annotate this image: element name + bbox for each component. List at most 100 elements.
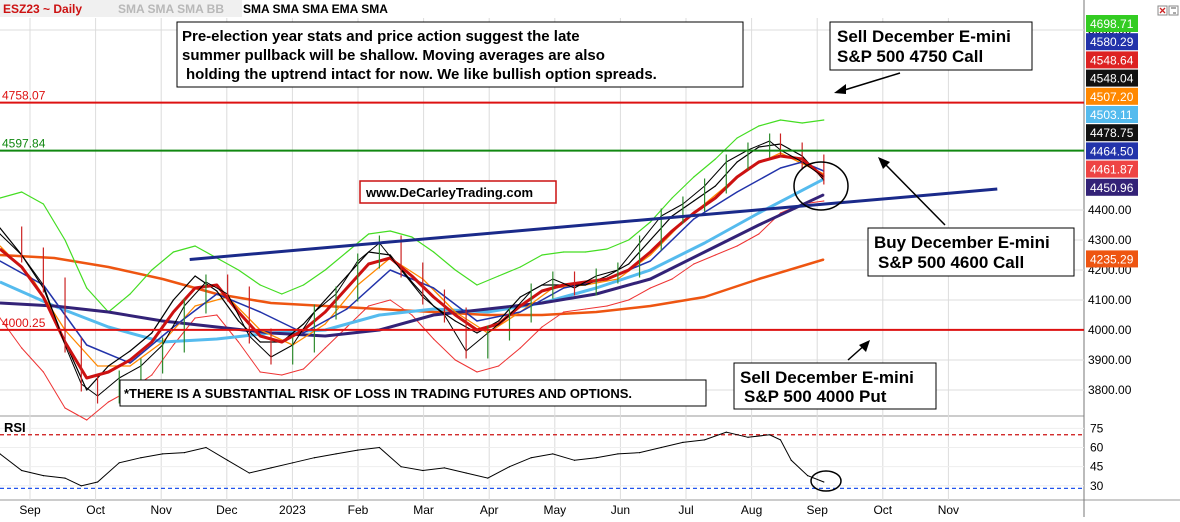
x-tick-label: 2023 [279,503,306,517]
sell-call-line-1: Sell December E-mini [837,27,1011,46]
series-sma-blue-point [129,362,131,364]
axis-layer: Sep Oct Nov Dec 2023 Feb Mar Apr May Jun Jul Aug Sep… [19,23,1131,517]
value-tag-label: 4235.29 [1090,252,1134,266]
series-bb-lower-point [346,326,348,328]
series-sma-red-point [389,257,391,259]
series-bb-lower-point [606,305,608,307]
series-bb-lower-point [0,317,1,319]
value-tag [1086,51,1138,69]
series-bb-lower-point [454,359,456,361]
series-bb-upper-point [649,221,652,223]
rsi-point [378,446,380,449]
series-sma-red-point [21,266,23,268]
value-tag-label: 4548.04 [1090,72,1134,86]
series-bb-lower-point [433,338,435,340]
value-tag-label: 4503.11 [1090,108,1133,122]
series-sma-blue-point [216,293,218,295]
sell-call-line-2: S&P 500 4750 Call [837,47,983,66]
series-sma-purple-point [53,305,55,307]
series-bb-upper-point [172,251,174,253]
y-tick-label: 4300.00 [1088,233,1132,247]
series-bb-lower-point [736,245,738,247]
x-tick-label: Jul [678,503,693,517]
series-sma-red-point [194,287,196,289]
restore-icon[interactable] [1168,5,1179,16]
rsi-point [118,462,120,464]
series-sma-blue-point [649,260,652,262]
header-bg [0,0,242,17]
value-tag [1086,124,1138,142]
series-sma-red-point [671,230,673,232]
rsi-point [248,472,250,474]
value-tag [1086,87,1138,105]
tag-layer: 4698.71 4580.29 4548.64 4548.04 4507.20 4503.… [1086,15,1138,268]
series-bb-lower-point [259,371,261,373]
rsi-tick-label: 75 [1090,421,1104,435]
disclaimer-label: *THERE IS A SUBSTANTIAL RISK OF LOSS IN … [124,386,632,401]
series-ema-orange-point [0,245,1,247]
series-sma-blue-point [389,269,391,271]
value-tag [1086,15,1138,32]
series-bb-upper-point [823,119,825,121]
value-tag-label: 4464.50 [1090,144,1134,158]
series-bb-upper-point [389,230,391,232]
series-bb-lower-point [64,407,66,409]
series-sma-long-orange-point [433,311,435,313]
series-sma-red-point [216,284,218,286]
rsi-point [227,459,229,461]
rsi-point [335,453,337,455]
buy-call-arrow [883,162,946,226]
rsi-point [807,475,809,477]
x-tick-label: Nov [151,503,172,517]
series-sma-long-orange-point [0,254,1,256]
series-sma-lightblue-point [0,281,1,283]
series-sma-black-point [86,389,88,391]
sell-call-arrowhead [834,84,846,94]
series-bb-upper-point [0,197,1,199]
rsi-point [162,453,164,455]
series-sma-lightblue-point [216,338,218,340]
rsi-point [682,441,684,443]
series-sma-black-point [216,290,218,292]
series-sma-red-point [129,359,131,361]
series-bb-lower-point [107,401,109,403]
series-sma-red-point [649,251,652,253]
series-close-point [0,233,1,235]
series-sma-red-point [541,290,543,292]
series-bb-upper-point [237,269,240,271]
sell-call-arrow [837,72,901,93]
series-sma-blue-point [433,287,435,289]
series-sma-long-orange-point [324,305,326,307]
series-bb-upper-point [693,176,695,178]
rsi-point [140,457,142,459]
series-sma-black-point [736,161,738,163]
series-bb-lower-point [324,347,326,349]
series-sma-purple-point [216,326,218,328]
x-tick-label: Apr [480,503,499,517]
series-bb-upper-point [584,251,587,253]
series-sma-red-point [606,278,608,280]
series-sma-blue-point [563,287,565,289]
series-ema-orange-point [714,194,717,196]
series-bb-upper-point [324,269,326,271]
close-icon[interactable] [1157,5,1168,16]
value-tag-label: 4461.87 [1090,163,1134,177]
sell-put-line-1: Sell December E-mini [740,368,914,387]
series-sma-black-point [584,284,587,286]
rsi-point [617,453,619,455]
value-tag-label: 4580.29 [1090,35,1134,49]
value-tag-label: 4450.96 [1090,181,1134,195]
series-sma-black-point [758,146,760,148]
disclaimer-box [119,379,707,407]
rsi-point [704,439,706,441]
series-sma-blue-point [476,320,478,322]
sell-put-line-2: S&P 500 4000 Put [744,387,887,406]
series-bb-lower-point [671,278,673,280]
series-sma-black-point [194,275,196,277]
x-tick-label: Mar [413,503,434,517]
series-bb-lower-point [216,314,218,316]
series-sma-red-point [324,311,326,313]
rsi-point [443,467,445,469]
